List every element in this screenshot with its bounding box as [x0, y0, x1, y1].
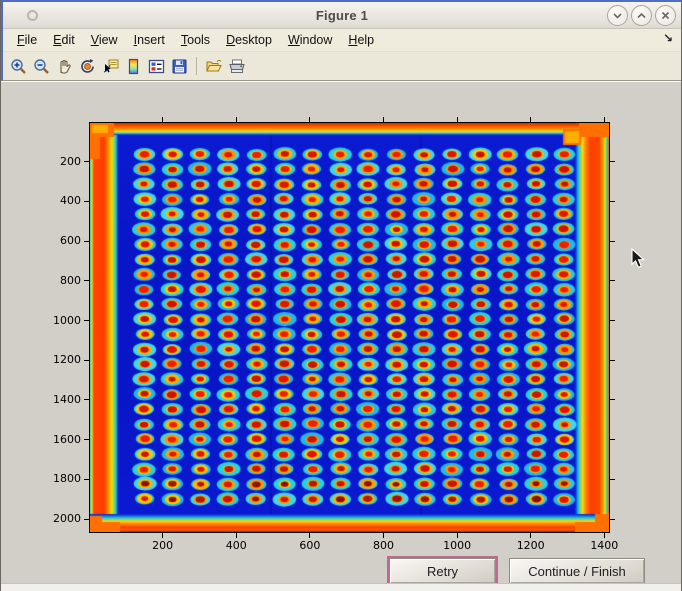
titlebar[interactable]: Figure 1 [3, 2, 681, 29]
figure-canvas-area: 200 400 600 800 1000 1200 1400 200 400 600 800 1000… [1, 81, 681, 584]
x-tick-label: 200 [152, 539, 174, 552]
y-tick-label: 600 [60, 234, 81, 248]
hand-icon [56, 58, 73, 75]
retry-button[interactable]: Retry [389, 558, 496, 584]
figure-toolbar [3, 51, 681, 80]
menu-view[interactable]: View [90, 33, 118, 47]
y-tick-label: 1600 [53, 432, 81, 446]
chevron-up-icon [636, 10, 647, 21]
zoom-out-button[interactable] [30, 55, 53, 78]
y-tick-label: 1400 [53, 392, 81, 406]
heatmap-image[interactable] [90, 123, 609, 532]
y-tick-label: 800 [60, 273, 81, 287]
x-tick-label: 1200 [516, 539, 545, 552]
toolbar-separator [196, 57, 197, 75]
menu-window[interactable]: Window [287, 33, 333, 47]
insert-colorbar-button[interactable] [122, 55, 145, 78]
insert-legend-button[interactable] [145, 55, 168, 78]
dock-figure-icon[interactable]: ↘ [662, 31, 673, 45]
y-tick-label: 2000 [53, 512, 81, 526]
window-chrome: Figure 1 File Edit View Insert Tools Desktop W… [1, 0, 681, 81]
rotate-3d-icon [79, 58, 96, 75]
y-tick-label: 200 [60, 154, 81, 168]
window-controls [607, 5, 676, 26]
menu-insert[interactable]: Insert [133, 33, 165, 47]
chevron-down-icon [612, 10, 623, 21]
open-folder-icon [205, 58, 223, 75]
printer-icon [228, 58, 246, 75]
open-file-button[interactable] [202, 55, 225, 78]
y-tick-label: 1800 [53, 472, 81, 486]
x-tick-label: 1400 [590, 539, 619, 552]
y-tick-label: 1200 [53, 353, 81, 367]
pan-button[interactable] [53, 55, 76, 78]
x-tick-label: 800 [372, 539, 394, 552]
axes-box [89, 122, 610, 533]
colorbar-icon [125, 58, 142, 75]
data-cursor-icon [102, 58, 119, 75]
close-icon [660, 10, 671, 21]
window-bottom-border [1, 583, 681, 591]
menu-edit[interactable]: Edit [53, 33, 75, 47]
menu-help[interactable]: Help [348, 33, 375, 47]
data-cursor-button[interactable] [99, 55, 122, 78]
zoom-out-icon [33, 58, 50, 75]
save-figure-button[interactable] [168, 55, 191, 78]
x-tick-label: 1000 [443, 539, 472, 552]
window-menu-button[interactable] [27, 10, 38, 21]
x-tick-label: 600 [299, 539, 321, 552]
window-title: Figure 1 [315, 7, 369, 23]
menubar: File Edit View Insert Tools Desktop Window Help… [3, 29, 681, 51]
legend-icon [148, 58, 165, 75]
zoom-in-button[interactable] [7, 55, 30, 78]
zoom-in-icon [10, 58, 27, 75]
mouse-cursor [631, 248, 645, 269]
menu-desktop[interactable]: Desktop [226, 33, 272, 47]
shade-window-button[interactable] [607, 5, 628, 26]
menu-tools[interactable]: Tools [180, 33, 211, 47]
save-icon [171, 58, 188, 75]
menu-file[interactable]: File [17, 33, 38, 47]
print-figure-button[interactable] [225, 55, 248, 78]
x-tick-label: 400 [225, 539, 247, 552]
continue-finish-button[interactable]: Continue / Finish [509, 558, 645, 584]
y-tick-label: 1000 [53, 313, 81, 327]
rotate-3d-button[interactable] [76, 55, 99, 78]
y-tick-label: 400 [60, 194, 81, 208]
unshade-window-button[interactable] [631, 5, 652, 26]
close-window-button[interactable] [655, 5, 676, 26]
